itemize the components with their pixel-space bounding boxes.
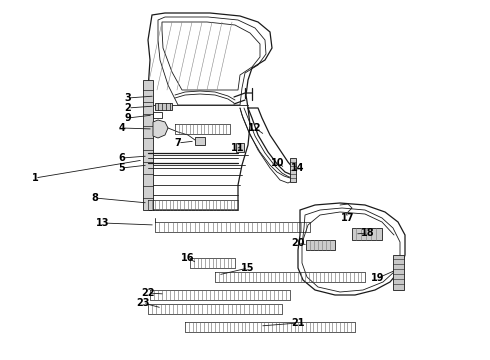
Text: 1: 1: [32, 173, 38, 183]
Polygon shape: [195, 137, 205, 145]
Text: 13: 13: [96, 218, 110, 228]
Text: 12: 12: [248, 123, 262, 133]
Text: 4: 4: [119, 123, 125, 133]
Text: 8: 8: [92, 193, 98, 203]
Polygon shape: [236, 143, 244, 152]
Text: 6: 6: [119, 153, 125, 163]
Text: 22: 22: [141, 288, 155, 298]
Polygon shape: [143, 80, 153, 210]
Text: 10: 10: [271, 158, 285, 168]
Text: 21: 21: [291, 318, 305, 328]
Text: 15: 15: [241, 263, 255, 273]
Polygon shape: [306, 240, 335, 250]
Text: 9: 9: [124, 113, 131, 123]
Polygon shape: [352, 228, 382, 240]
Text: 16: 16: [181, 253, 195, 263]
Text: 5: 5: [119, 163, 125, 173]
Polygon shape: [155, 103, 172, 110]
Text: 18: 18: [361, 228, 375, 238]
Text: 19: 19: [371, 273, 385, 283]
Text: 14: 14: [291, 163, 305, 173]
Text: 23: 23: [136, 298, 150, 308]
Polygon shape: [393, 255, 404, 290]
Text: 7: 7: [174, 138, 181, 148]
Text: 11: 11: [231, 143, 245, 153]
Text: 3: 3: [124, 93, 131, 103]
Polygon shape: [153, 120, 168, 138]
Text: 2: 2: [124, 103, 131, 113]
Text: 20: 20: [291, 238, 305, 248]
Text: 17: 17: [341, 213, 355, 223]
Polygon shape: [290, 158, 296, 182]
